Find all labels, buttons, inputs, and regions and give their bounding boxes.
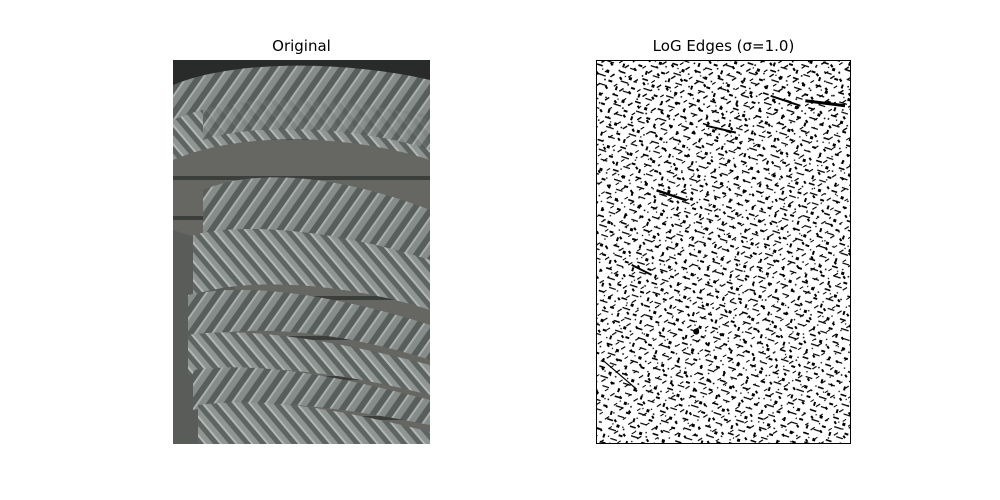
log-edge-map	[596, 60, 851, 444]
log-edges-panel-title: LoG Edges (σ=1.0)	[652, 37, 795, 55]
rope-photo-drawing	[173, 60, 430, 444]
edge-map-drawing	[597, 61, 850, 443]
original-panel-title: Original	[272, 37, 331, 55]
original-rope-photo	[173, 60, 430, 444]
